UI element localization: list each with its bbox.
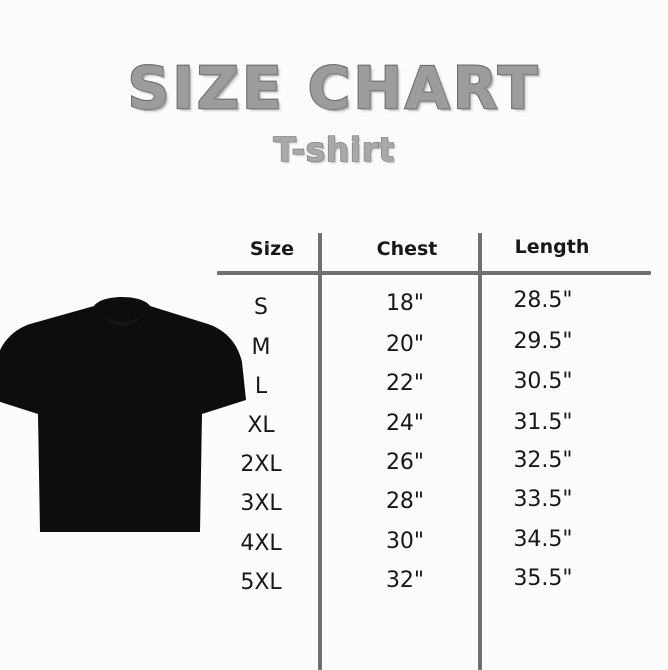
cell-length-5: 33.5" xyxy=(513,487,573,512)
cell-length-6: 34.5" xyxy=(513,527,573,552)
column-header-size: Size xyxy=(249,238,295,260)
cell-chest-6: 30" xyxy=(385,529,425,554)
cell-size-5: 3XL xyxy=(240,491,282,516)
cell-chest-7: 32" xyxy=(385,568,425,593)
cell-chest-5: 28" xyxy=(385,489,425,514)
cell-length-0: 28.5" xyxy=(513,288,573,313)
cell-length-4: 32.5" xyxy=(513,448,573,473)
cell-size-7: 5XL xyxy=(240,570,282,595)
column-header-chest: Chest xyxy=(376,238,438,260)
cell-chest-1: 20" xyxy=(385,332,425,357)
cell-size-1: M xyxy=(251,335,271,360)
table-header-rule xyxy=(217,271,651,275)
cell-chest-4: 26" xyxy=(385,450,425,475)
cell-length-7: 35.5" xyxy=(513,566,573,591)
table-divider-2 xyxy=(478,233,482,670)
cell-size-6: 4XL xyxy=(240,531,282,556)
tshirt-icon xyxy=(0,297,246,532)
cell-size-4: 2XL xyxy=(240,452,282,477)
cell-length-1: 29.5" xyxy=(513,329,573,354)
tshirt-illustration xyxy=(0,296,246,544)
cell-size-0: S xyxy=(254,295,268,320)
cell-chest-3: 24" xyxy=(385,411,425,436)
table-divider-1 xyxy=(318,233,322,670)
cell-size-2: L xyxy=(254,374,268,399)
cell-length-2: 30.5" xyxy=(513,369,573,394)
cell-size-3: XL xyxy=(247,413,275,438)
cell-chest-2: 22" xyxy=(385,371,425,396)
cell-chest-0: 18" xyxy=(385,291,425,316)
cell-length-3: 31.5" xyxy=(513,410,573,435)
column-header-length: Length xyxy=(514,236,590,258)
